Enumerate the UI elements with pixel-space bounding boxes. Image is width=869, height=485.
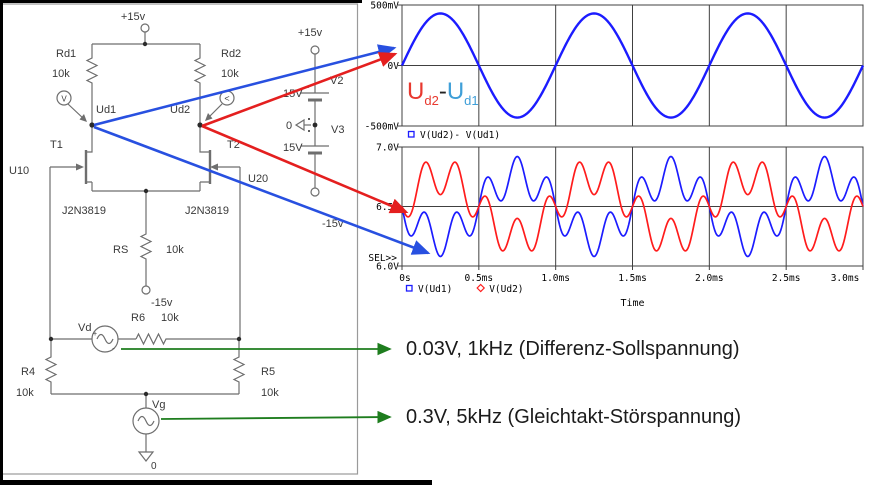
resistor-r4: [44, 339, 58, 394]
x-tick-label: 2.5ms: [772, 273, 801, 284]
diff-source-annotation: 0.03V, 1kHz (Differenz-Sollspannung): [406, 338, 740, 360]
r4-label: R4: [21, 366, 35, 378]
x-tick-label: 2.0ms: [695, 273, 724, 284]
vd-plus-mark: +: [93, 331, 97, 338]
net-u10-label: U10: [9, 165, 29, 177]
legend-label: V(Ud2)- V(Ud1): [420, 130, 500, 141]
y-tick-label: 0V: [388, 61, 400, 72]
y-tick-label: 500mV: [370, 1, 399, 12]
supply-right-top-label: +15v: [298, 27, 323, 39]
x-tick-label: 3.0ms: [831, 273, 860, 284]
rd1-label: Rd1: [56, 48, 76, 60]
t1-label: T1: [50, 139, 63, 151]
rd1-value: 10k: [52, 68, 70, 80]
x-axis-title: Time: [620, 298, 644, 309]
x-tick-label: 1.5ms: [618, 273, 647, 284]
left-edge: [0, 0, 3, 485]
waveform-vud2: [401, 161, 864, 252]
resistor-r5: [232, 339, 246, 394]
waveform-vud2vud1: [400, 12, 865, 119]
supply-top-label: +15v: [121, 11, 146, 23]
resistor-rd1: [85, 44, 99, 125]
r6-value: 10k: [161, 312, 179, 324]
voltage-probe1-icon: [56, 90, 72, 106]
vg-label: Vg: [152, 399, 165, 411]
vd-label: Vd: [78, 322, 91, 334]
x-tick-label: 0.5ms: [465, 273, 494, 284]
y-tick-label: -500mV: [365, 122, 400, 133]
vminus-terminal: [141, 285, 151, 295]
minus-sign: -: [438, 78, 447, 105]
top-edge: [0, 0, 362, 3]
r6-label: R6: [131, 312, 145, 324]
probe1-glyph: V: [61, 95, 67, 104]
supply-neg-label: -15v: [151, 297, 173, 309]
r4-value: 10k: [16, 387, 34, 399]
r5-label: R5: [261, 366, 275, 378]
ground-icon: [137, 451, 155, 462]
legend-label: V(Ud1): [418, 284, 452, 295]
legend-label: V(Ud2): [489, 284, 523, 295]
resistor-r6: [135, 332, 239, 346]
legend-marker-square: [405, 284, 413, 292]
ud2-label: Ud2: [407, 78, 439, 108]
jfet-t1: [50, 125, 93, 191]
y-tick-label: 6.5V: [376, 202, 399, 213]
sel-label: SEL>>: [368, 253, 397, 264]
gnd-label: 0: [151, 461, 157, 472]
diff-voltage-overlay-label: Ud2-Ud1: [407, 79, 479, 114]
y-tick-label: 6.0V: [376, 262, 399, 273]
y-tick-label: 7.0V: [376, 143, 399, 154]
bottom-edge: [0, 480, 432, 485]
x-tick-label: 1.0ms: [541, 273, 570, 284]
vd-minus-mark: -: [112, 344, 115, 353]
common-source-annotation: 0.3V, 5kHz (Gleichtakt-Störspannung): [406, 406, 741, 428]
legend-marker-square: [407, 130, 415, 138]
r5-value: 10k: [261, 387, 279, 399]
legend-marker-diamond: [476, 283, 486, 293]
x-tick-label: 0s: [399, 273, 410, 284]
ud1-label: Ud1: [446, 78, 479, 108]
